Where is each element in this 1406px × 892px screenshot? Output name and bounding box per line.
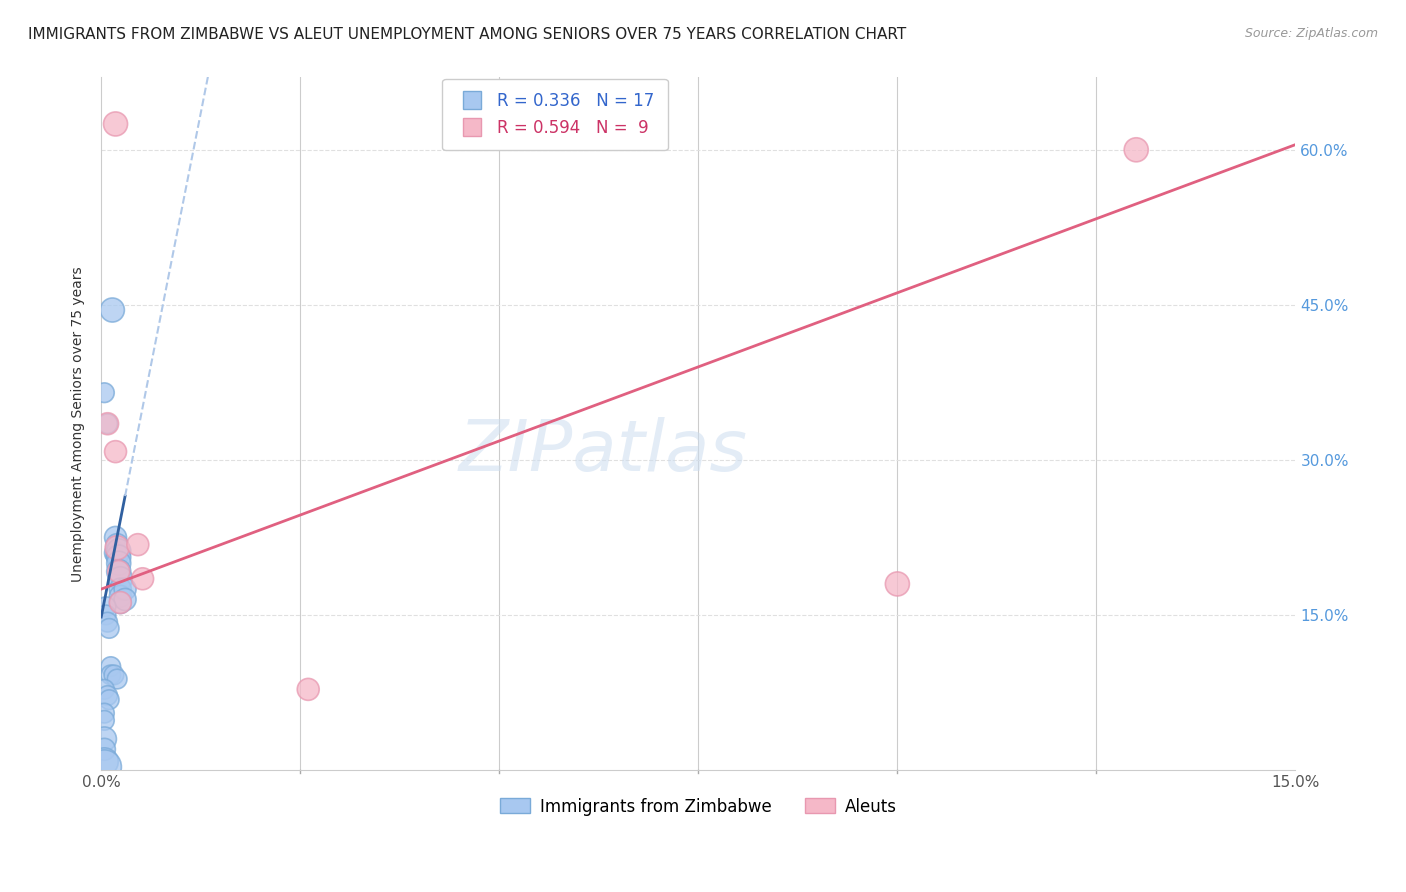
Point (107, 544, 129, 558)
Point (94, 599, 117, 614)
Point (107, 556, 129, 570)
Point (131, 572, 153, 586)
Text: Source: ZipAtlas.com: Source: ZipAtlas.com (1244, 27, 1378, 40)
Text: ZIPatlas: ZIPatlas (458, 417, 748, 486)
Point (127, 538, 149, 552)
Point (104, 546, 127, 560)
Point (114, 582, 136, 596)
Point (93, 755, 115, 769)
Point (100, 668, 122, 682)
Point (107, 550, 129, 565)
Point (104, 117, 127, 131)
Point (93, 742, 115, 756)
Point (101, 303, 124, 318)
Point (98, 692, 121, 706)
Point (98, 621, 121, 635)
Point (107, 565, 129, 579)
Point (105, 538, 128, 552)
Point (97, 417, 120, 431)
Point (97, 689, 120, 703)
Point (93, 385, 115, 400)
Point (886, 577, 908, 591)
Point (297, 682, 319, 697)
Point (100, 659, 122, 673)
Point (93, 714, 115, 728)
Point (110, 595, 132, 609)
Point (104, 444, 127, 458)
Legend: Immigrants from Zimbabwe, Aleuts: Immigrants from Zimbabwe, Aleuts (492, 789, 905, 824)
Text: IMMIGRANTS FROM ZIMBABWE VS ALEUT UNEMPLOYMENT AMONG SENIORS OVER 75 YEARS CORRE: IMMIGRANTS FROM ZIMBABWE VS ALEUT UNEMPL… (28, 27, 907, 42)
Point (107, 565, 129, 579)
Point (104, 530, 127, 544)
Point (105, 541, 128, 555)
Point (105, 672, 128, 686)
Point (93, 731, 115, 746)
Point (94, 607, 117, 622)
Point (93, 706, 115, 720)
Point (110, 572, 132, 586)
Point (105, 548, 128, 562)
Point (1125, 143, 1147, 157)
Point (110, 582, 132, 596)
Point (114, 592, 136, 607)
Point (110, 590, 132, 604)
Y-axis label: Unemployment Among Seniors over 75 years: Unemployment Among Seniors over 75 years (72, 266, 86, 582)
Point (93, 760, 115, 774)
Point (110, 595, 132, 609)
Point (93, 682, 115, 697)
Point (97, 417, 120, 431)
Point (97, 615, 120, 630)
Point (103, 668, 125, 682)
